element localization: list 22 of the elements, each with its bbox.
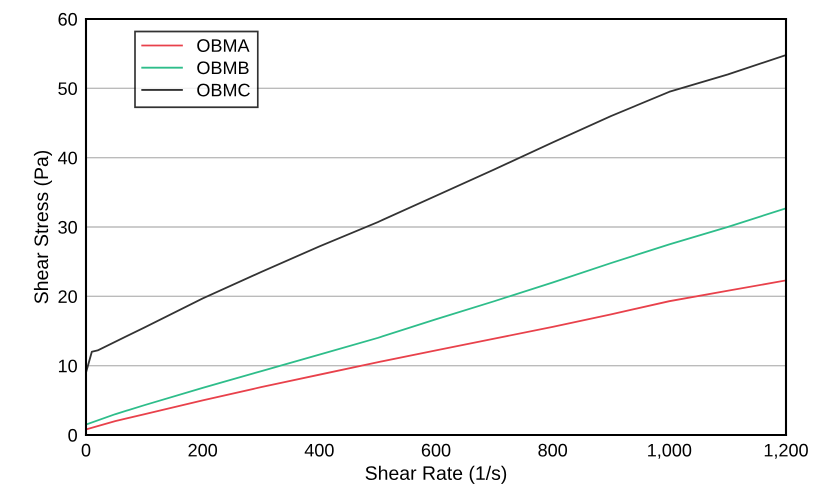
x-axis-title: Shear Rate (1/s)	[366, 466, 506, 484]
line-series	[86, 54, 786, 374]
x-tick-label: 600	[422, 444, 450, 457]
y-tick-label: 20	[58, 290, 77, 304]
y-tick-label: 40	[58, 152, 77, 164]
y-tick-label: 0	[68, 428, 77, 442]
legend-label: OBMC	[197, 84, 250, 96]
x-tick-label: 1,000	[648, 444, 692, 459]
y-axis-title: Shear Stress (Pa)	[34, 150, 52, 304]
line-series	[86, 279, 786, 430]
legend-label: OBMA	[197, 39, 250, 52]
line-series	[86, 207, 786, 426]
y-tick-label: 30	[58, 220, 77, 234]
x-tick-label: 200	[188, 444, 218, 457]
x-tick-label: 800	[538, 444, 568, 457]
y-tick-label: 60	[58, 12, 77, 26]
x-tick-label: 1,200	[764, 444, 808, 459]
legend-label: OBMB	[197, 61, 249, 74]
x-tick-label: 400	[304, 444, 334, 457]
y-tick-label: 50	[58, 82, 77, 96]
y-tick-label: 10	[58, 360, 77, 372]
x-tick-label: 0	[82, 444, 90, 457]
